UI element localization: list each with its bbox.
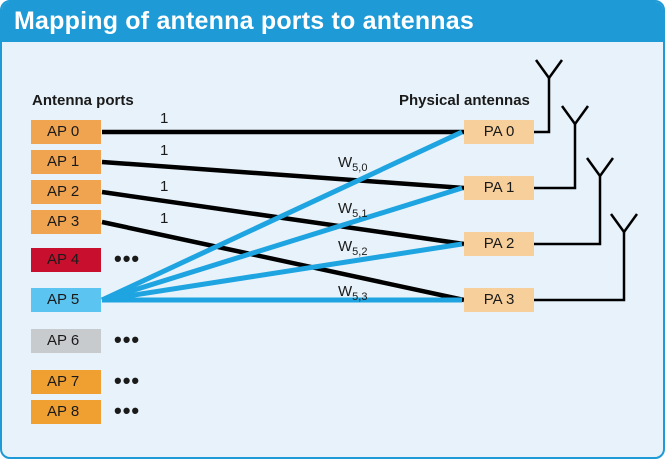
diagram-title: Mapping of antenna ports to antennas [14, 7, 474, 35]
physical-antennas-header: Physical antennas [399, 92, 530, 109]
antenna-port-7: AP 7 [31, 370, 101, 394]
antenna-port-1: AP 1 [31, 150, 101, 174]
antenna-icon-1 [560, 105, 590, 127]
precoding-weight-5-3: W5,3 [338, 283, 368, 303]
antenna-feed-0 [534, 96, 551, 134]
precoding-lines [100, 129, 464, 303]
precoding-weight-5-1: W5,1 [338, 200, 368, 220]
weight-label-ap2: 1 [160, 178, 169, 195]
weight-label-ap1: 1 [160, 142, 169, 159]
antenna-port-3: AP 3 [31, 210, 101, 234]
antenna-port-6: AP 6 [31, 329, 101, 353]
precoding-weight-5-2: W5,2 [338, 238, 368, 258]
ellipsis-ap4: ••• [114, 246, 141, 271]
antenna-feed-1 [534, 142, 577, 190]
antenna-port-8: AP 8 [31, 400, 101, 424]
direct-line-ap1-pa1 [101, 159, 465, 191]
direct-line-ap3-pa3 [101, 219, 465, 303]
precoding-line-ap5-pa0 [100, 129, 464, 303]
antenna-port-2: AP 2 [31, 180, 101, 204]
weight-label-ap3: 1 [160, 210, 169, 227]
physical-antenna-1: PA 1 [464, 176, 534, 200]
antenna-feed-2 [534, 194, 602, 246]
antenna-port-4: AP 4 [31, 248, 101, 272]
antenna-icon-3 [609, 213, 639, 235]
antenna-icon-2 [585, 157, 615, 179]
antenna-port-5: AP 5 [31, 288, 101, 312]
precoding-weight-5-0: W5,0 [338, 154, 368, 174]
antenna-icon-0 [534, 59, 564, 81]
precoding-line-ap5-pa1 [101, 185, 463, 303]
ellipsis-ap8: ••• [114, 398, 141, 423]
physical-antenna-2: PA 2 [464, 232, 534, 256]
antenna-ports-header: Antenna ports [32, 92, 134, 109]
ellipsis-ap6: ••• [114, 327, 141, 352]
weight-label-ap0: 1 [160, 110, 169, 127]
ellipsis-ap7: ••• [114, 368, 141, 393]
precoding-line-ap5-pa2 [101, 241, 463, 303]
antenna-feed-3 [534, 250, 626, 302]
title-bar: Mapping of antenna ports to antennas [2, 2, 663, 42]
physical-antenna-0: PA 0 [464, 120, 534, 144]
antenna-feeds [534, 59, 639, 302]
antenna-port-0: AP 0 [31, 120, 101, 144]
physical-antenna-3: PA 3 [464, 288, 534, 312]
